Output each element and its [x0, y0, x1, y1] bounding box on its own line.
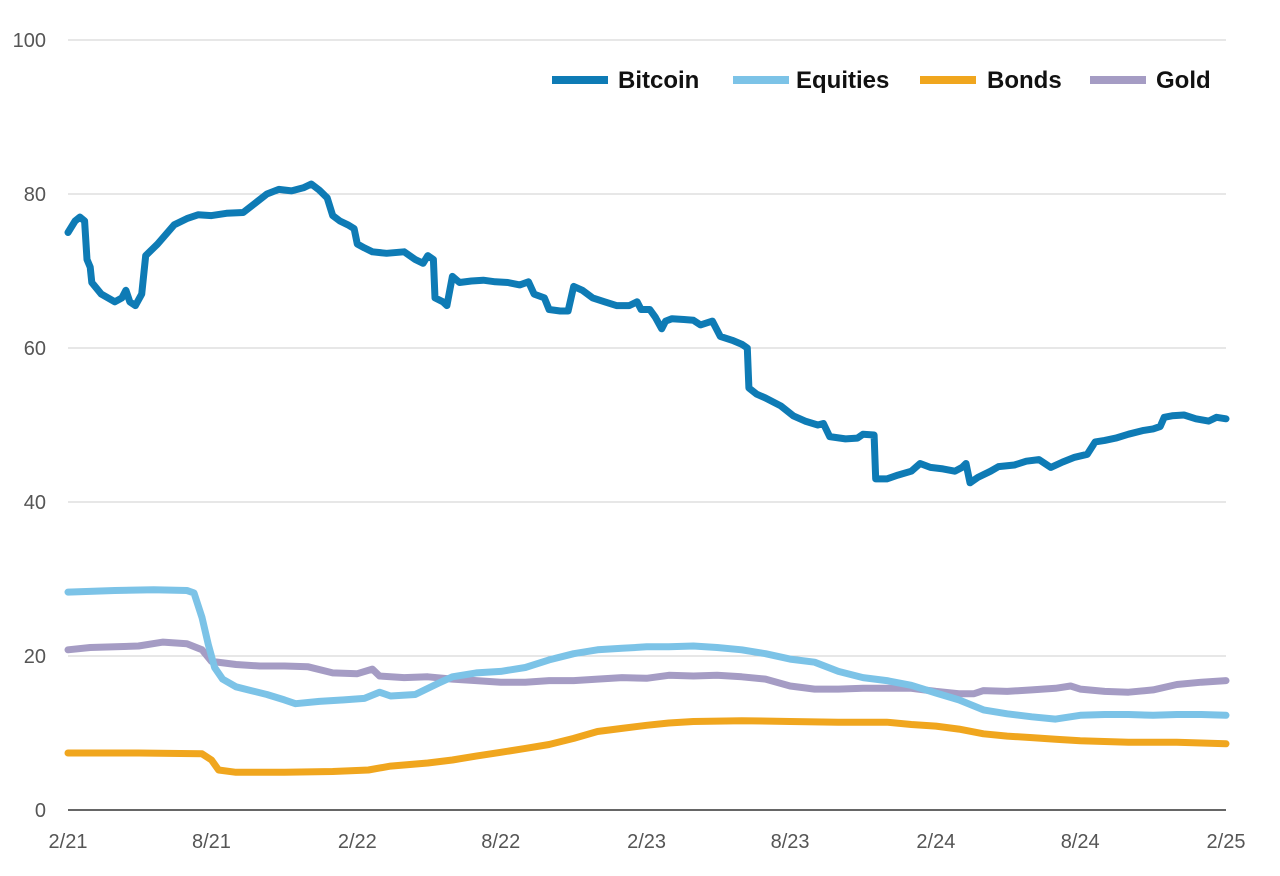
y-tick-label: 0	[35, 800, 46, 822]
x-tick-label: 2/25	[1207, 831, 1246, 853]
series-line-bitcoin	[64, 180, 1230, 487]
legend-label: Gold	[1156, 67, 1211, 94]
x-axis-ticks: 2/21 8/21 2/22 8/22 2/23 8/23 2/24 8/24 2/25	[49, 831, 1246, 853]
y-tick-label: 80	[24, 184, 46, 206]
x-tick-label: 8/23	[771, 831, 810, 853]
x-tick-label: 2/21	[49, 831, 88, 853]
x-tick-label: 8/24	[1061, 831, 1100, 853]
legend-label: Equities	[796, 67, 889, 94]
legend-item-bitcoin: Bitcoin	[552, 67, 699, 94]
series-line-gold	[64, 638, 1230, 698]
legend-item-bonds: Bonds	[920, 67, 1062, 94]
x-tick-label: 2/22	[338, 831, 377, 853]
series-line-equities	[64, 586, 1230, 723]
x-tick-label: 8/21	[192, 831, 231, 853]
y-axis-ticks: 0 20 40 60 80 100	[13, 30, 46, 822]
legend-item-gold: Gold	[1090, 67, 1211, 94]
legend-label: Bitcoin	[618, 67, 699, 94]
y-tick-label: 20	[24, 646, 46, 668]
x-tick-label: 8/22	[481, 831, 520, 853]
legend: Bitcoin Equities Bonds Gold	[552, 67, 1211, 94]
legend-label: Bonds	[987, 67, 1062, 94]
y-tick-label: 60	[24, 338, 46, 360]
y-tick-label: 100	[13, 30, 46, 52]
x-tick-label: 2/23	[627, 831, 666, 853]
y-tick-label: 40	[24, 492, 46, 514]
legend-item-equities: Equities	[733, 67, 889, 94]
grid	[68, 39, 1226, 657]
series-lines	[64, 180, 1230, 776]
series-line-bonds	[64, 717, 1230, 776]
x-tick-label: 2/24	[916, 831, 955, 853]
